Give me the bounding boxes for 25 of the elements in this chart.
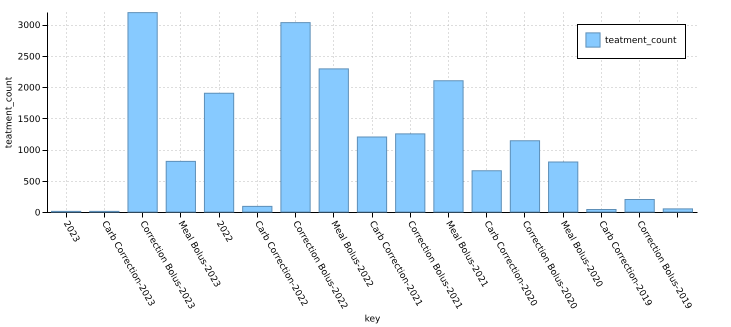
bar <box>356 136 388 212</box>
y-tick-label: 500 <box>23 177 41 188</box>
bar <box>242 206 272 212</box>
y-tick-label: 3000 <box>18 21 41 31</box>
bar <box>395 133 426 212</box>
y-axis-title: teatment_count <box>4 76 15 148</box>
bar <box>586 209 617 212</box>
bar <box>204 92 234 212</box>
bar <box>548 162 578 212</box>
y-tick-label: 2000 <box>18 84 41 94</box>
bar <box>318 68 349 212</box>
y-tick-label: 1000 <box>18 146 41 156</box>
legend-label: teatment_count <box>605 36 678 46</box>
bar <box>433 80 464 212</box>
x-axis-title: key <box>364 314 382 325</box>
bar <box>662 208 694 212</box>
y-tick-label: 1500 <box>18 114 41 125</box>
bar <box>166 160 196 212</box>
bar <box>510 140 540 212</box>
y-tick-label: 2500 <box>18 52 41 62</box>
bar <box>624 199 655 212</box>
bar <box>472 170 502 212</box>
bar <box>127 12 158 212</box>
y-tick-label: 0 <box>34 208 41 218</box>
bar <box>280 22 311 212</box>
